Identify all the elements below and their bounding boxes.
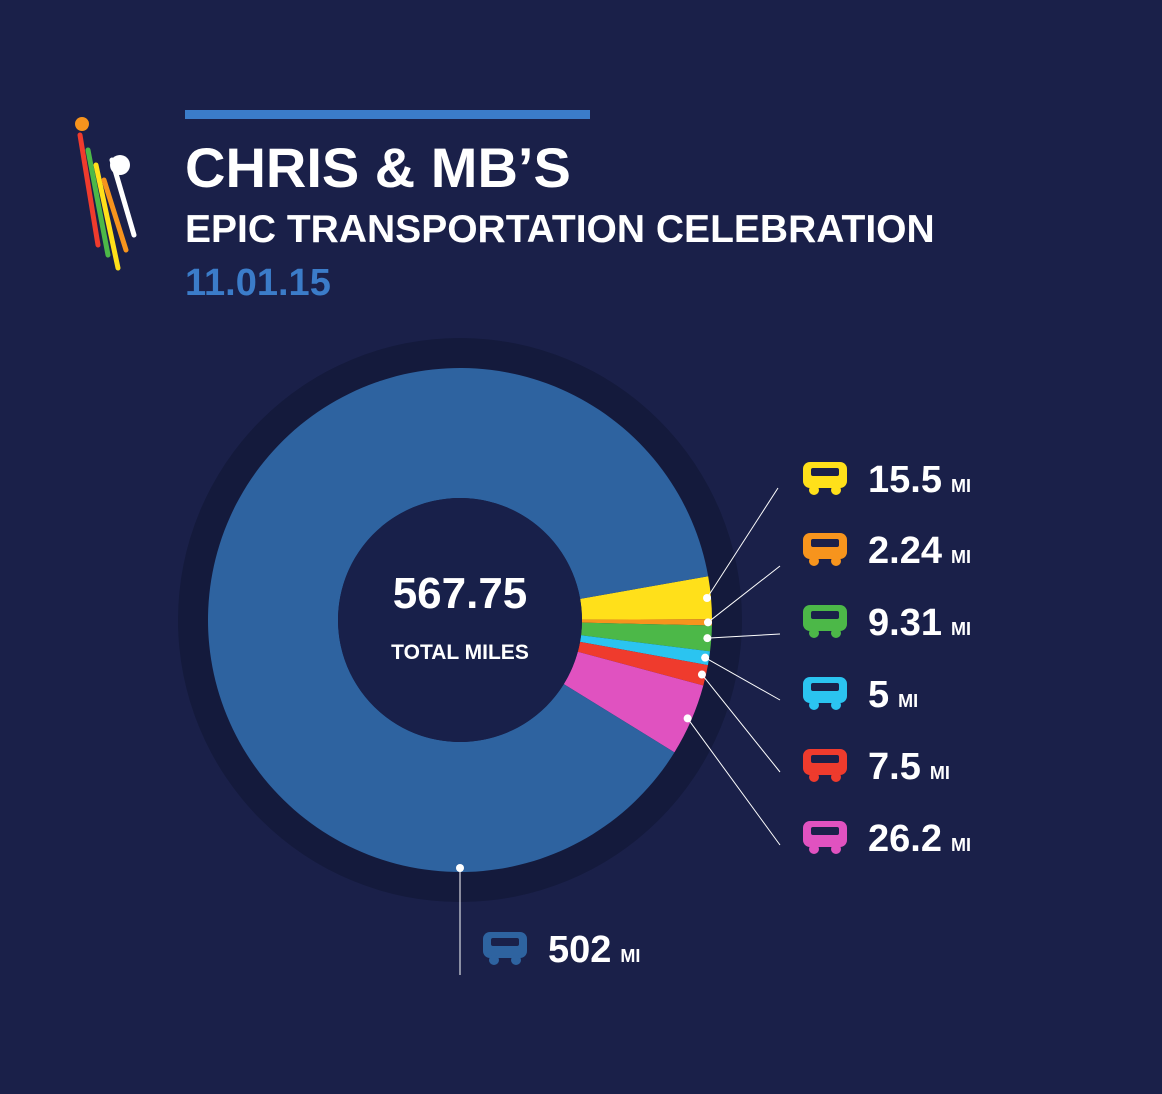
title: CHRIS & MB’S [185,136,571,199]
leader-dot [703,594,712,603]
value-label: 9.31 MI [868,602,971,644]
accent-bar [185,110,590,119]
icon-detail [831,772,841,782]
icon [803,533,847,566]
icon-window [811,827,839,835]
icon-detail [831,700,841,710]
value-number: 5 [868,674,889,716]
icon-detail [831,844,841,854]
icon-detail [831,628,841,638]
icon-window [811,539,839,547]
value-label: 502 MI [548,929,640,971]
leader-dot [701,653,710,662]
icon-detail [831,485,841,495]
value-number: 502 [548,929,611,971]
value-label: 2.24 MI [868,530,971,572]
icon-detail [809,628,819,638]
leader-dot [703,618,712,627]
icon-detail [809,844,819,854]
icon-detail [809,772,819,782]
icon-window [811,611,839,619]
icon-detail [809,485,819,495]
icon-detail [511,955,521,965]
icon [803,821,847,854]
value-unit: MI [898,691,918,711]
icon-window [811,755,839,763]
value-unit: MI [951,547,971,567]
icon-detail [809,700,819,710]
value-unit: MI [951,476,971,496]
donut-hole [338,498,582,742]
value-unit: MI [951,835,971,855]
icon-window [491,938,519,946]
subtitle: EPIC TRANSPORTATION CELEBRATION [185,208,935,251]
icon-detail [489,955,499,965]
icon [803,749,847,782]
total-value: 567.75 [393,569,528,618]
logo [75,117,137,271]
leader-dot [456,864,464,872]
slice [580,635,711,666]
slices [208,368,712,873]
date: 11.01.15 [185,262,331,304]
slice [581,619,712,626]
value-number: 2.24 [868,530,942,572]
value-number: 9.31 [868,602,942,644]
leader-line [704,657,781,701]
icon-detail [831,556,841,566]
slice [563,651,704,753]
value-unit: MI [951,619,971,639]
icon [803,605,847,638]
value-unit: MI [930,763,950,783]
icon-detail [809,556,819,566]
leader-dot [703,634,712,643]
value-label: 7.5 MI [868,746,950,788]
leader-dot [683,714,692,723]
leader-line [701,674,781,773]
leader-line [706,487,779,599]
leader-line [687,718,781,846]
leader-line [707,633,781,639]
value-label: 5 MI [868,674,918,716]
value-unit: MI [620,946,640,966]
icon-window [811,683,839,691]
slice [208,368,709,873]
icon [803,462,847,495]
total-label: TOTAL MILES [391,641,529,664]
value-label: 26.2 MI [868,818,971,860]
icon-window [811,468,839,476]
slice [580,576,712,620]
value-number: 7.5 [868,746,921,788]
slice [577,641,708,686]
value-number: 26.2 [868,818,942,860]
icon [803,677,847,710]
icon [483,932,527,965]
value-label: 15.5 MI [868,459,971,501]
slice [581,622,712,652]
value-number: 15.5 [868,459,942,501]
leader-line [707,565,781,623]
leader-dot [697,670,706,679]
